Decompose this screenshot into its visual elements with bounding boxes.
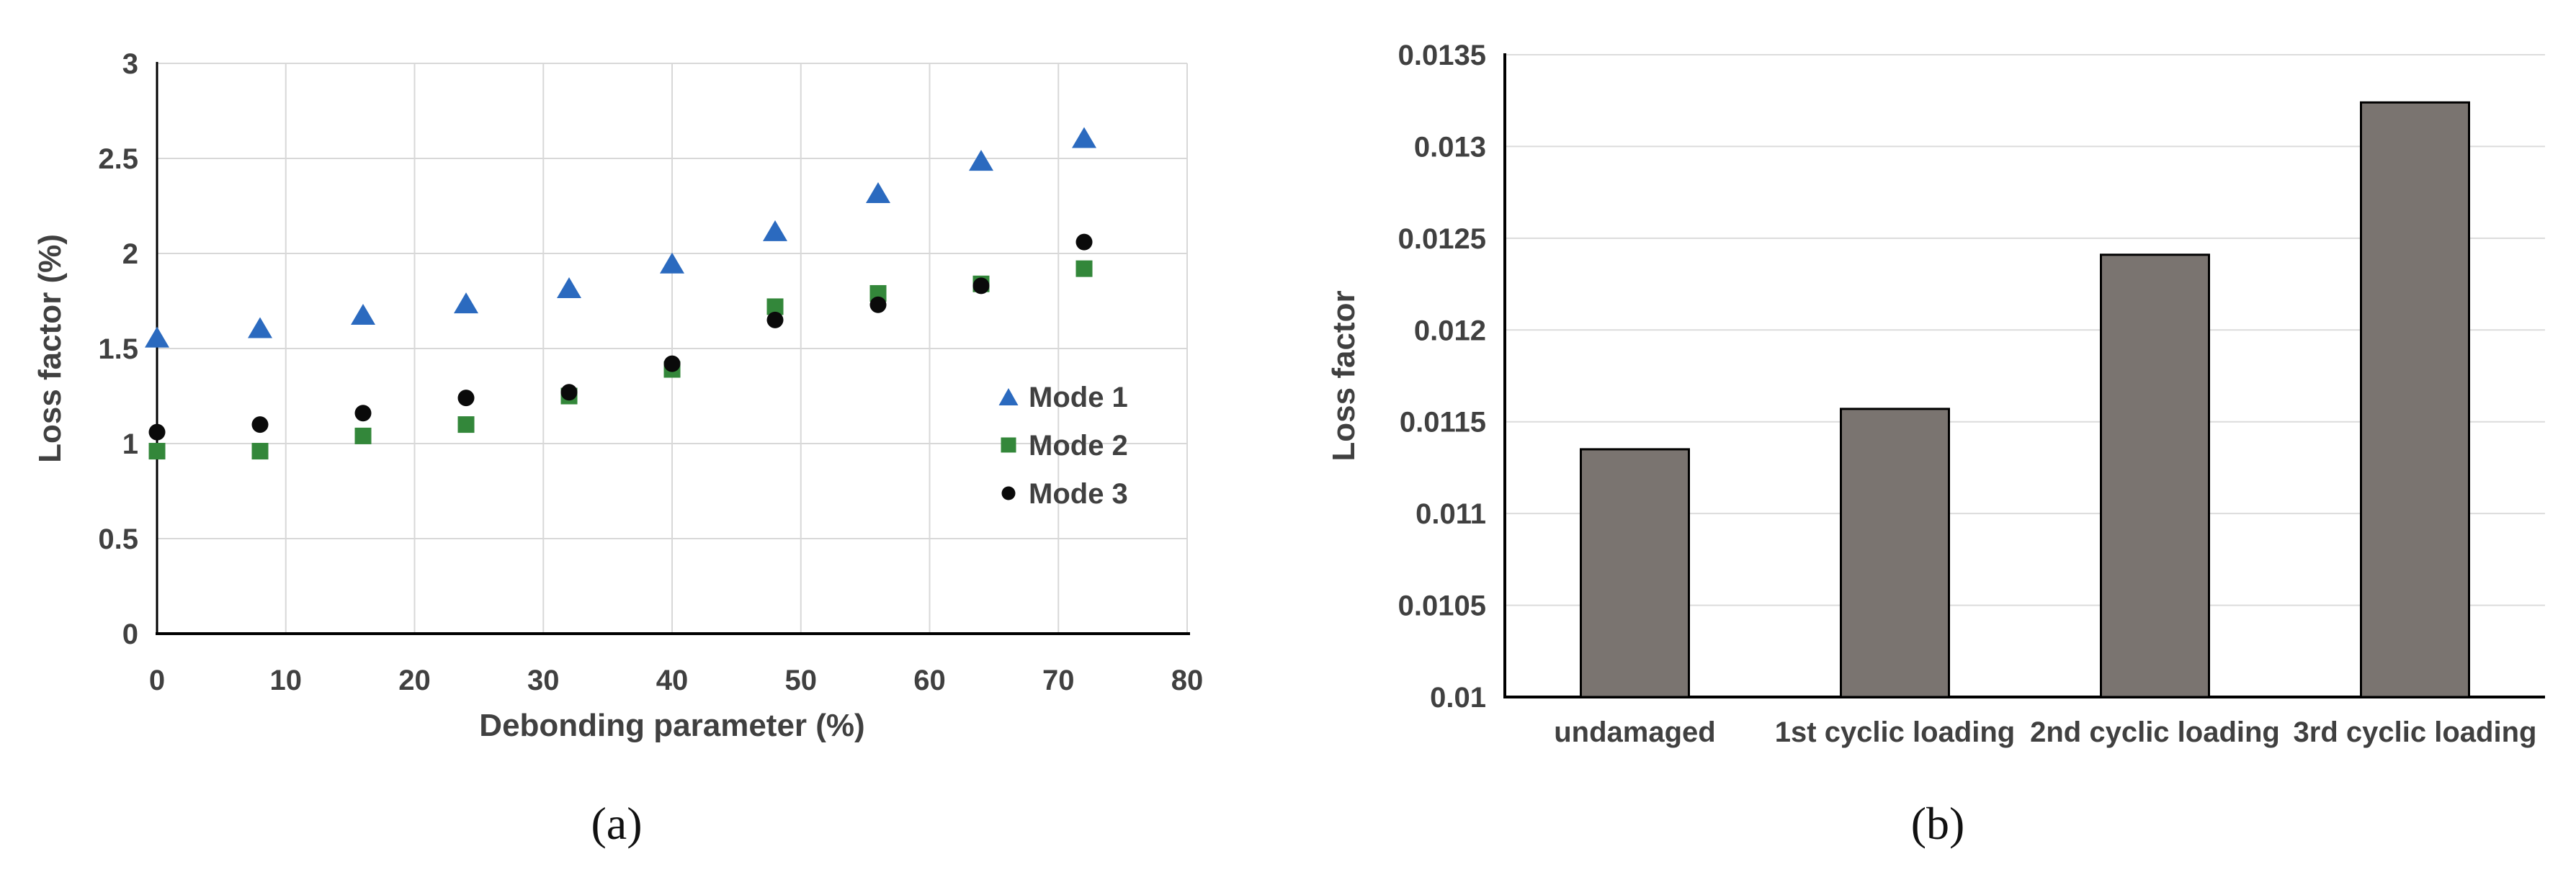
data-point-mode-2 — [869, 284, 887, 302]
data-point-mode-1 — [145, 326, 169, 348]
legend-marker-mode-2 — [1001, 437, 1016, 453]
data-point-mode-2 — [354, 427, 372, 444]
x-axis-tick-label: 20 — [398, 665, 431, 696]
scatter-chart-loss-factor-vs-debonding: 00.511.522.530 10 20 30 40 50 60 70 80Debonding … — [32, 48, 1204, 743]
x-axis-tick-label: 80 — [1171, 665, 1204, 696]
y-axis-tick-label: 0.0125 — [1398, 223, 1486, 255]
y-axis-title: Loss factor (%) — [32, 234, 68, 463]
data-point-mode-2 — [1075, 260, 1093, 277]
y-axis-tick-label: 0.013 — [1414, 131, 1486, 163]
data-point-mode-3 — [560, 384, 578, 401]
legend-label-mode-1: Mode 1 — [1029, 382, 1128, 413]
bar-undamaged — [1580, 448, 1690, 698]
data-point-mode-1 — [248, 317, 272, 338]
legend-label-mode-2: Mode 2 — [1029, 430, 1128, 462]
y-axis-tick-label: 1 — [122, 428, 138, 460]
y-axis-tick-label: 0.0105 — [1398, 590, 1486, 622]
data-point-mode-3 — [148, 423, 166, 441]
y-axis-tick-label: 0.011 — [1416, 498, 1486, 530]
x-axis-tick-label: 0 — [149, 665, 165, 696]
caption-a: (a) — [591, 798, 643, 849]
y-axis-tick-label: 0.0135 — [1398, 40, 1486, 71]
data-point-mode-3 — [972, 277, 990, 295]
y-axis-tick-label: 0.0115 — [1400, 407, 1486, 439]
data-point-mode-2 — [766, 298, 784, 315]
data-point-mode-1 — [866, 182, 890, 204]
data-point-mode-1 — [660, 252, 684, 274]
x-axis-title: Debonding parameter (%) — [479, 708, 864, 743]
category-label: 3rd cyclic loading — [2294, 716, 2537, 748]
x-axis-tick-label: 10 — [270, 665, 303, 696]
data-point-mode-1 — [1072, 127, 1096, 148]
x-axis-tick-label: 70 — [1042, 665, 1075, 696]
x-axis-tick-label: 60 — [913, 665, 946, 696]
data-point-mode-1 — [557, 277, 581, 299]
x-axis-tick-label: 30 — [527, 665, 560, 696]
y-axis-title: Loss factor — [1326, 290, 1361, 461]
legend-marker-mode-1 — [998, 388, 1019, 405]
data-point-mode-2 — [148, 443, 166, 460]
data-point-mode-2 — [457, 416, 475, 433]
y-axis-tick-label: 0.5 — [98, 523, 138, 555]
category-label: 2nd cyclic loading — [2030, 716, 2280, 748]
data-point-mode-3 — [457, 390, 475, 407]
bar-1st-cyclic-loading — [1840, 408, 1950, 698]
legend-marker-mode-3 — [1001, 486, 1016, 500]
data-point-mode-3 — [1075, 233, 1093, 251]
x-axis-tick-label: 50 — [785, 665, 818, 696]
data-point-mode-3 — [869, 296, 887, 313]
caption-b: (b) — [1910, 798, 1965, 849]
y-axis-tick-label: 2.5 — [98, 143, 138, 175]
y-axis-tick-label: 1.5 — [98, 333, 138, 365]
y-axis-tick-label: 0 — [122, 619, 138, 650]
y-axis-tick-label: 2 — [122, 238, 138, 270]
x-axis-tick-label: 40 — [656, 665, 689, 696]
y-axis-tick-label: 0.012 — [1414, 315, 1486, 346]
data-point-mode-3 — [251, 416, 269, 433]
legend-label-mode-3: Mode 3 — [1029, 478, 1128, 510]
bar-chart-loss-factor-cyclic-loading: 0.01 0.0105 0.011 0.0115 0.012 0.0125 0.013 0.0… — [1326, 40, 2545, 748]
data-point-mode-1 — [454, 292, 478, 314]
data-point-mode-3 — [766, 311, 784, 328]
bar-3rd-cyclic-loading — [2360, 101, 2470, 698]
category-label: 1st cyclic loading — [1775, 716, 2015, 748]
data-point-mode-1 — [351, 303, 375, 325]
category-label: undamaged — [1554, 716, 1715, 748]
data-point-mode-3 — [663, 355, 681, 372]
y-axis-tick-label: 3 — [122, 48, 138, 80]
data-point-mode-2 — [251, 443, 269, 460]
data-point-mode-1 — [969, 150, 993, 171]
bar-2nd-cyclic-loading — [2100, 253, 2210, 698]
y-axis-tick-label: 0.01 — [1430, 682, 1486, 714]
data-point-mode-3 — [354, 405, 372, 422]
data-point-mode-1 — [763, 220, 787, 241]
